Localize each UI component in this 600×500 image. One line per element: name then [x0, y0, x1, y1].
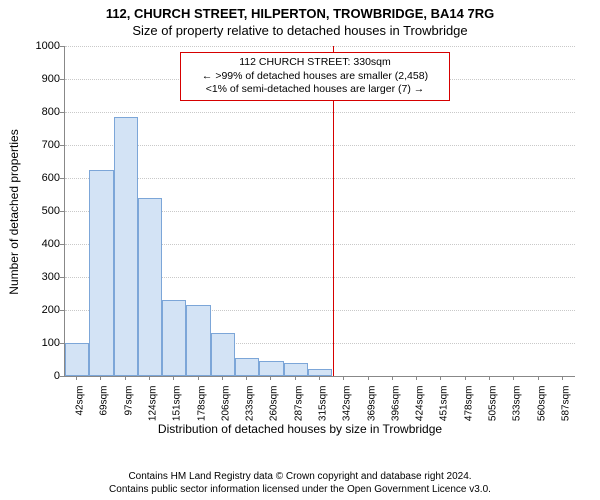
x-tick-label: 42sqm [75, 386, 86, 416]
y-tick-label: 600 [10, 172, 60, 184]
x-tick-label: 178sqm [196, 386, 207, 422]
x-tick-label: 424sqm [415, 386, 426, 422]
y-tick-label: 0 [10, 370, 60, 382]
x-tick-mark [489, 376, 490, 380]
x-tick-label: 97sqm [123, 386, 134, 416]
x-tick-mark [416, 376, 417, 380]
x-tick-label: 533sqm [512, 386, 523, 422]
x-tick-mark [465, 376, 466, 380]
x-tick-mark [149, 376, 150, 380]
gridline [65, 112, 575, 113]
histogram-bar [65, 343, 89, 376]
histogram-bar [186, 305, 210, 376]
chart-container: Number of detached properties 0100200300… [0, 42, 600, 437]
x-tick-label: 369sqm [366, 386, 377, 422]
y-tick-label: 700 [10, 139, 60, 151]
histogram-bar [114, 117, 138, 376]
histogram-bar [162, 300, 186, 376]
x-tick-mark [270, 376, 271, 380]
x-tick-label: 233sqm [245, 386, 256, 422]
annotation-line: <1% of semi-detached houses are larger (… [187, 83, 443, 97]
y-tick-label: 200 [10, 304, 60, 316]
histogram-bar [211, 333, 235, 376]
x-tick-mark [222, 376, 223, 380]
chart-title-primary: 112, CHURCH STREET, HILPERTON, TROWBRIDG… [0, 6, 600, 21]
x-tick-label: 287sqm [293, 386, 304, 422]
x-tick-label: 396sqm [390, 386, 401, 422]
x-tick-label: 587sqm [560, 386, 571, 422]
x-tick-mark [295, 376, 296, 380]
x-tick-mark [319, 376, 320, 380]
x-tick-mark [392, 376, 393, 380]
x-tick-mark [100, 376, 101, 380]
y-tick-label: 1000 [10, 40, 60, 52]
x-tick-mark [246, 376, 247, 380]
annotation-line: ← >99% of detached houses are smaller (2… [187, 70, 443, 84]
x-tick-mark [173, 376, 174, 380]
x-tick-mark [125, 376, 126, 380]
x-tick-label: 260sqm [269, 386, 280, 422]
x-tick-mark [440, 376, 441, 380]
x-tick-label: 206sqm [220, 386, 231, 422]
chart-title-block: 112, CHURCH STREET, HILPERTON, TROWBRIDG… [0, 0, 600, 38]
gridline [65, 178, 575, 179]
x-tick-mark [513, 376, 514, 380]
histogram-bar [89, 170, 113, 376]
y-tick-label: 800 [10, 106, 60, 118]
y-tick-label: 100 [10, 337, 60, 349]
histogram-bar [284, 363, 308, 376]
x-tick-label: 342sqm [342, 386, 353, 422]
x-tick-label: 560sqm [536, 386, 547, 422]
y-tick-label: 400 [10, 238, 60, 250]
x-tick-label: 69sqm [99, 386, 110, 416]
histogram-bar [259, 361, 283, 376]
histogram-bar [138, 198, 162, 376]
credits-line-1: Contains HM Land Registry data © Crown c… [0, 470, 600, 483]
x-tick-mark [368, 376, 369, 380]
histogram-bar [235, 358, 259, 376]
x-tick-mark [198, 376, 199, 380]
gridline [65, 145, 575, 146]
chart-credits: Contains HM Land Registry data © Crown c… [0, 470, 600, 496]
gridline [65, 46, 575, 47]
y-tick-label: 300 [10, 271, 60, 283]
x-tick-label: 478sqm [463, 386, 474, 422]
x-tick-label: 151sqm [172, 386, 183, 422]
x-tick-mark [538, 376, 539, 380]
x-axis-label: Distribution of detached houses by size … [0, 422, 600, 436]
chart-title-secondary: Size of property relative to detached ho… [0, 23, 600, 38]
x-tick-mark [562, 376, 563, 380]
x-tick-label: 451sqm [439, 386, 450, 422]
x-tick-label: 124sqm [148, 386, 159, 422]
plot-area: 112 CHURCH STREET: 330sqm← >99% of detac… [64, 46, 575, 377]
annotation-box: 112 CHURCH STREET: 330sqm← >99% of detac… [180, 52, 450, 101]
x-tick-label: 505sqm [488, 386, 499, 422]
y-tick-label: 900 [10, 73, 60, 85]
credits-line-2: Contains public sector information licen… [0, 483, 600, 496]
annotation-line: 112 CHURCH STREET: 330sqm [187, 56, 443, 70]
histogram-bar [308, 369, 332, 376]
y-tick-label: 500 [10, 205, 60, 217]
x-tick-mark [76, 376, 77, 380]
x-tick-mark [343, 376, 344, 380]
x-tick-label: 315sqm [318, 386, 329, 422]
